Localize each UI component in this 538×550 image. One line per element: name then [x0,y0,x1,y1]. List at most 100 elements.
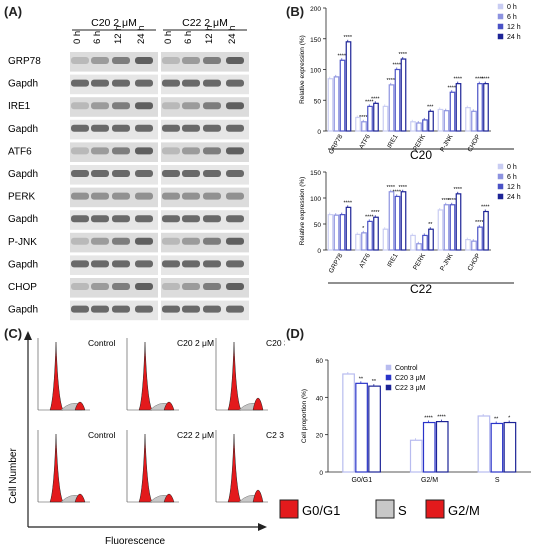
g2m-peak [163,401,175,411]
bar [416,243,422,251]
category-label: GRP78 [328,252,345,274]
y-tick-label: 100 [310,68,321,75]
blot-row-label: GRP78 [8,56,41,67]
significance-mark: **** [437,415,446,421]
significance-mark: **** [398,52,407,58]
y-tick-label: 150 [310,170,321,177]
blot-band [162,283,180,290]
bar [355,233,361,251]
blot-band [112,305,130,313]
bar [477,83,483,132]
timepoint-label: 12 h [113,26,124,45]
blot-band [91,57,109,64]
y-tick-label: 150 [310,37,321,44]
legend-label: 0 h [507,4,517,11]
g0g1-peak [227,341,242,411]
blot-band [71,192,89,200]
bar [465,239,471,251]
bar [455,83,462,132]
bar [373,102,379,132]
blot-band [182,237,200,245]
significance-mark: **** [365,99,374,105]
blot-band [135,170,153,177]
blot-band [203,305,221,313]
y-tick-label: 40 [316,395,324,402]
y-tick-label: 0 [319,470,323,477]
blot-band [226,147,244,155]
blot-band [162,124,180,132]
bar [428,228,434,251]
blot-band [226,192,244,200]
blot-band [135,124,153,132]
legend-label: 24 h [507,194,521,201]
blot-band [91,124,109,132]
blot-band [162,102,180,110]
significance-mark: **** [424,416,433,422]
g0g1-peak [227,433,242,503]
category-label: G2/M [421,477,438,484]
category-label: G0/G1 [352,477,373,484]
histogram-label: C22 2 μM [177,430,214,440]
blot-band [91,237,109,245]
histogram-label: Control [88,338,116,348]
blot-row-label: ATF6 [8,146,32,157]
blot-band [71,79,89,87]
blot-band [112,237,130,245]
significance-mark: **** [365,214,374,220]
blot-band [162,57,180,64]
bar [388,84,395,132]
blot-band [203,124,221,132]
g2m-peak [163,493,175,503]
timepoint-label: 12 h [204,26,215,45]
blot-band [182,102,200,110]
legend-label: 6 h [507,174,517,181]
blot-band [135,283,153,290]
blot-band [112,147,130,155]
blot-band [162,305,180,313]
cell-cycle-histograms: Cell Number Fluorescence Control C20 2 μM… [8,331,285,547]
blot-band [182,283,200,290]
y-axis-label: Cell proportion (%) [301,389,308,443]
bar [342,373,355,473]
blot-band [112,192,130,200]
g0g1-peak [49,341,64,411]
g0g1-peak [138,341,153,411]
category-label: P-JNK [439,133,455,153]
bar [483,210,489,251]
legend-label: 12 h [507,184,521,191]
significance-mark: **** [453,187,462,193]
legend-label: C22 3 μM [395,385,426,392]
panel-b-letter: (B) [286,4,305,19]
blot-band [91,79,109,87]
category-label: PERK [412,252,427,271]
blot-band [162,215,180,223]
bar [422,119,428,132]
significance-mark: **** [475,220,484,226]
y-tick-label: 200 [310,6,321,13]
bar [394,68,401,132]
g0g1-peak [49,433,64,503]
significance-mark: **** [371,210,380,216]
panel-c-letter: (C) [4,326,23,341]
blot-band [71,283,89,290]
blot-band [71,260,89,268]
significance-mark: * [362,226,365,232]
y-tick-label: 50 [314,222,322,229]
bar [449,204,456,251]
blot-row-label: Gapdh [8,169,38,180]
g2m-peak [252,489,264,503]
timepoint-label: 24 h [136,26,147,45]
blot-band [226,305,244,313]
y-tick-label: 100 [310,196,321,203]
bar [339,214,346,251]
blot-band [226,283,244,290]
blot-band [162,147,180,155]
category-label: IRE1 [386,252,399,268]
g0g1-peak [138,433,153,503]
significance-mark: **** [392,63,401,69]
blot-band [203,260,221,268]
timepoint-label: 6 h [183,31,194,44]
cell-cycle-legend: G0/G1 S G2/M [279,499,480,519]
